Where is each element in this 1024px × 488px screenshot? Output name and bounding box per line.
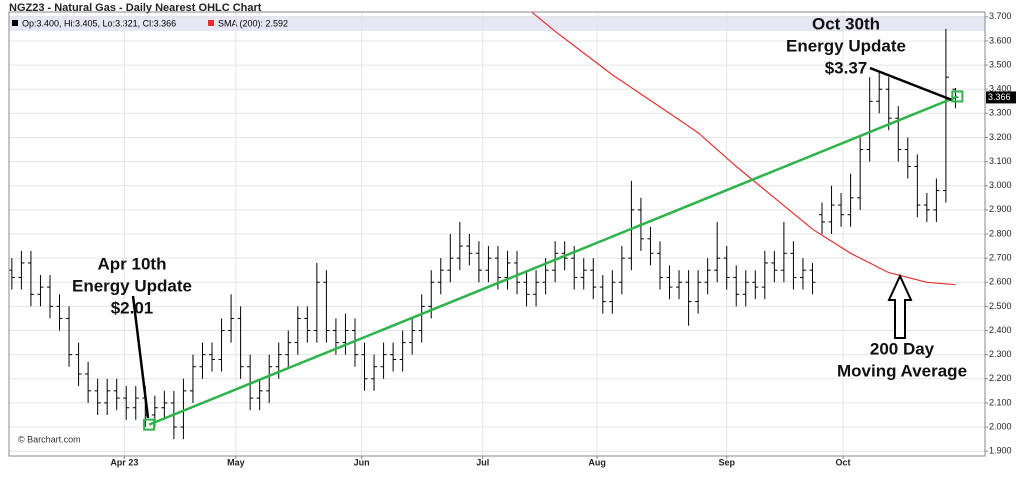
annotation: Oct 30th bbox=[812, 14, 880, 33]
annotation: Moving Average bbox=[837, 361, 967, 380]
y-tick-label: 2.900 bbox=[989, 204, 1012, 214]
chart-title: NGZ23 - Natural Gas - Daily Nearest OHLC… bbox=[9, 2, 262, 14]
price-tag bbox=[986, 91, 1016, 104]
y-tick-label: 3.400 bbox=[989, 84, 1012, 94]
plot-frame bbox=[8, 11, 986, 457]
y-tick-label: 3.300 bbox=[989, 108, 1012, 118]
annotation-arrow bbox=[131, 295, 150, 419]
y-tick-label: 2.500 bbox=[989, 301, 1012, 311]
x-tick-label: Apr 23 bbox=[110, 457, 138, 467]
y-tick-label: 3.600 bbox=[989, 35, 1012, 45]
annotation: 200 Day bbox=[870, 339, 935, 358]
y-tick-label: 3.200 bbox=[989, 132, 1012, 142]
y-tick-label: 2.100 bbox=[989, 397, 1012, 407]
annotation: Apr 10th bbox=[98, 254, 167, 273]
annotation: $3.37 bbox=[825, 58, 868, 77]
y-tick-label: 2.400 bbox=[989, 325, 1012, 335]
legend-band bbox=[9, 16, 985, 31]
credit: © Barchart.com bbox=[18, 434, 81, 444]
y-tick-label: 1.900 bbox=[989, 446, 1012, 456]
sma-line bbox=[530, 12, 956, 286]
legend-swatch bbox=[12, 20, 18, 26]
x-tick-label: May bbox=[227, 457, 245, 467]
x-tick-label: Jun bbox=[354, 457, 370, 467]
y-tick-label: 2.800 bbox=[989, 228, 1012, 238]
x-tick-label: Sep bbox=[718, 457, 735, 467]
x-tick-label: Oct bbox=[835, 457, 850, 467]
y-tick-label: 2.000 bbox=[989, 421, 1012, 431]
annotation-arrow bbox=[887, 273, 913, 339]
legend-swatch bbox=[208, 20, 214, 26]
legend-sma: SMA (200): 2.592 bbox=[218, 18, 288, 28]
trend-line bbox=[148, 95, 958, 426]
y-tick-label: 3.000 bbox=[989, 180, 1012, 190]
annotation: $2.01 bbox=[111, 298, 154, 317]
annotation: Energy Update bbox=[786, 36, 906, 55]
price-tag-label: 3.366 bbox=[988, 92, 1011, 102]
y-tick-label: 2.700 bbox=[989, 253, 1012, 263]
y-tick-label: 3.500 bbox=[989, 59, 1012, 69]
trend-point bbox=[143, 418, 156, 431]
x-tick-label: Aug bbox=[588, 457, 606, 467]
y-tick-label: 2.600 bbox=[989, 277, 1012, 287]
trend-point bbox=[951, 90, 964, 103]
x-tick-label: Jul bbox=[476, 457, 489, 467]
y-tick-label: 2.200 bbox=[989, 373, 1012, 383]
y-tick-label: 2.300 bbox=[989, 349, 1012, 359]
annotation: Energy Update bbox=[72, 276, 192, 295]
legend-ohlc: Op:3.400, Hi:3.405, Lo:3.321, Cl:3.366 bbox=[22, 18, 176, 28]
y-tick-label: 3.700 bbox=[989, 11, 1012, 21]
annotation-arrow bbox=[869, 66, 953, 102]
y-tick-label: 3.100 bbox=[989, 156, 1012, 166]
